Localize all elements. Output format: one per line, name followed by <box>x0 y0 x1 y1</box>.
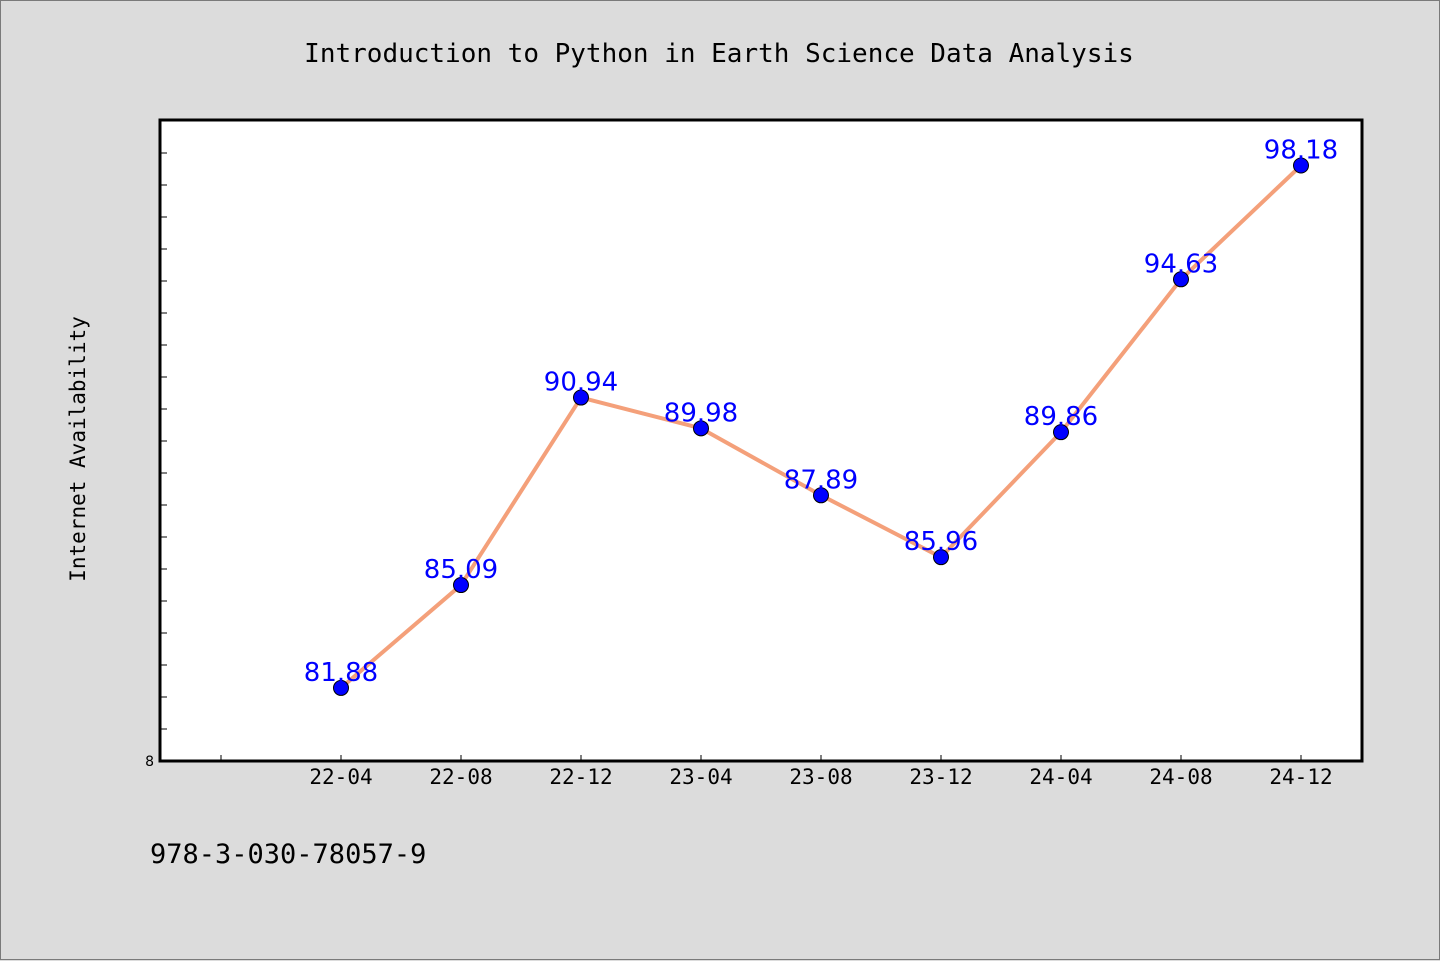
x-tick-label: 24-12 <box>1269 765 1332 789</box>
data-labels: 81.88 85.09 90.94 89.98 87.89 85.96 89.86 94.63… <box>304 136 1338 688</box>
data-label: 85.09 <box>424 555 498 585</box>
data-label: 81.88 <box>304 658 378 688</box>
data-point <box>333 679 349 696</box>
x-tick-label: 24-08 <box>1149 765 1212 789</box>
y-tick-label: 8 <box>145 754 154 770</box>
x-tick-label: 23-08 <box>789 765 852 789</box>
x-tick-label: 22-04 <box>309 765 372 789</box>
data-label: 89.86 <box>1024 402 1098 432</box>
chart-title: Introduction to Python in Earth Science … <box>304 39 1134 69</box>
data-point <box>1053 424 1069 441</box>
data-point <box>933 549 949 566</box>
data-label: 85.96 <box>904 527 978 557</box>
x-tick-labels: 22-04 22-08 22-12 23-04 23-08 23-12 24-04 24-08… <box>309 765 1332 789</box>
data-point <box>813 487 829 504</box>
data-point <box>453 577 469 594</box>
y-axis-label: Internet Availability <box>66 316 90 582</box>
axis-ticks <box>160 152 1302 761</box>
data-label: 94.63 <box>1144 249 1218 279</box>
x-tick-label: 24-04 <box>1029 765 1092 789</box>
data-label: 87.89 <box>784 465 858 495</box>
data-point <box>693 420 709 437</box>
data-point <box>1173 271 1189 288</box>
plot-area <box>158 118 1364 763</box>
x-tick-label: 23-12 <box>909 765 972 789</box>
data-label: 90.94 <box>544 368 618 398</box>
isbn-text: 978-3-030-78057-9 <box>150 839 426 870</box>
data-markers <box>333 157 1309 696</box>
data-label: 89.98 <box>664 398 738 428</box>
x-tick-label: 22-08 <box>429 765 492 789</box>
data-point <box>1293 157 1309 174</box>
data-point <box>573 389 589 406</box>
x-tick-label: 23-04 <box>669 765 732 789</box>
x-tick-label: 22-12 <box>549 765 612 789</box>
data-label: 98.18 <box>1264 136 1338 166</box>
